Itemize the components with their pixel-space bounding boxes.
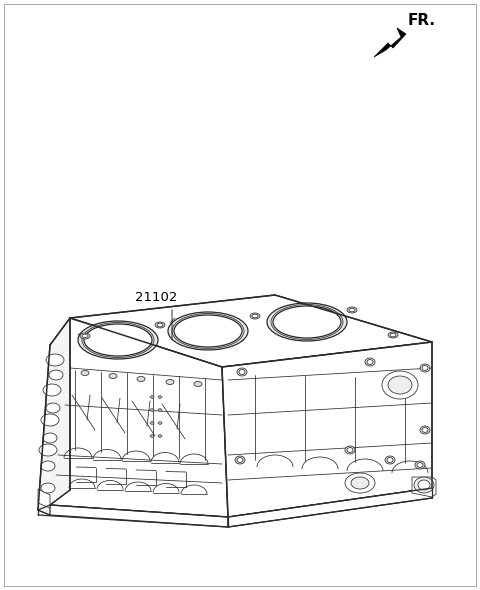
Ellipse shape [49, 370, 63, 380]
Ellipse shape [46, 403, 60, 413]
Ellipse shape [109, 373, 117, 379]
Ellipse shape [174, 315, 242, 347]
Ellipse shape [418, 480, 430, 490]
Ellipse shape [41, 461, 55, 471]
Ellipse shape [390, 333, 396, 337]
Polygon shape [412, 477, 436, 497]
Ellipse shape [194, 382, 202, 386]
Ellipse shape [137, 376, 145, 382]
Ellipse shape [41, 414, 59, 426]
Ellipse shape [39, 444, 57, 456]
Ellipse shape [420, 364, 430, 372]
Ellipse shape [345, 446, 355, 454]
Ellipse shape [239, 369, 245, 375]
Ellipse shape [158, 422, 162, 424]
Ellipse shape [347, 448, 353, 453]
Text: 21102: 21102 [135, 291, 178, 304]
Polygon shape [38, 489, 50, 508]
Ellipse shape [84, 324, 152, 356]
Ellipse shape [273, 306, 341, 338]
Ellipse shape [158, 435, 162, 437]
Ellipse shape [267, 303, 347, 341]
Ellipse shape [252, 314, 258, 318]
Ellipse shape [414, 477, 434, 493]
Ellipse shape [235, 456, 245, 464]
Ellipse shape [155, 322, 165, 328]
Ellipse shape [41, 483, 55, 493]
Ellipse shape [43, 384, 61, 396]
Ellipse shape [382, 371, 418, 399]
Ellipse shape [367, 359, 373, 365]
Ellipse shape [365, 358, 375, 366]
Ellipse shape [345, 473, 375, 493]
Ellipse shape [347, 307, 357, 313]
Ellipse shape [385, 456, 395, 464]
Ellipse shape [168, 312, 248, 350]
Ellipse shape [82, 334, 88, 338]
Text: FR.: FR. [408, 13, 436, 28]
Ellipse shape [150, 396, 154, 398]
Ellipse shape [422, 366, 428, 371]
Ellipse shape [250, 313, 260, 319]
Ellipse shape [237, 368, 247, 376]
Ellipse shape [420, 426, 430, 434]
Polygon shape [374, 28, 406, 57]
Ellipse shape [388, 332, 398, 338]
Ellipse shape [387, 458, 393, 463]
Ellipse shape [415, 461, 425, 469]
Ellipse shape [78, 321, 158, 359]
Ellipse shape [150, 422, 154, 424]
Ellipse shape [150, 409, 154, 411]
Ellipse shape [351, 477, 369, 489]
Ellipse shape [422, 428, 428, 432]
Ellipse shape [46, 354, 64, 366]
Polygon shape [38, 505, 228, 527]
Ellipse shape [158, 396, 162, 398]
Ellipse shape [80, 333, 90, 339]
Polygon shape [70, 295, 432, 367]
Ellipse shape [388, 376, 412, 394]
Ellipse shape [150, 435, 154, 437]
Ellipse shape [158, 409, 162, 411]
Polygon shape [222, 342, 432, 517]
Ellipse shape [81, 371, 89, 375]
Ellipse shape [43, 433, 57, 443]
Ellipse shape [349, 308, 355, 312]
Ellipse shape [157, 323, 163, 327]
Polygon shape [50, 318, 228, 517]
Ellipse shape [237, 458, 243, 463]
Polygon shape [38, 318, 70, 515]
Ellipse shape [166, 379, 174, 385]
Ellipse shape [417, 463, 423, 467]
Polygon shape [228, 488, 432, 527]
